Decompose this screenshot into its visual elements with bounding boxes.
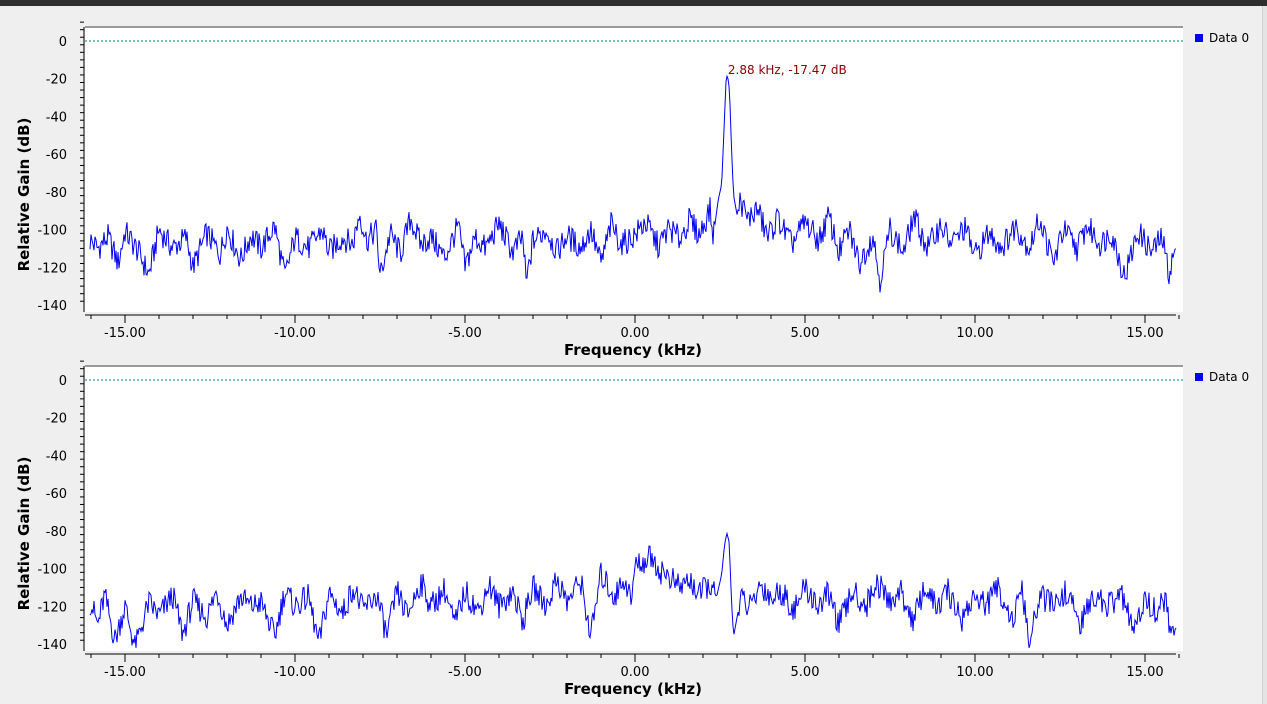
plot-area xyxy=(85,27,1183,312)
x-tick-label: 15.00 xyxy=(1126,665,1163,680)
y-tick-label: -120 xyxy=(37,600,67,615)
x-axis-title: Frequency (kHz) xyxy=(564,680,702,698)
y-tick-label: -40 xyxy=(46,110,67,125)
x-tick-label: -5.00 xyxy=(448,665,482,680)
legend: Data 0 xyxy=(1195,370,1249,384)
legend: Data 0 xyxy=(1195,31,1249,45)
y-tick-label: -140 xyxy=(37,299,67,314)
window-top-bar xyxy=(0,0,1267,6)
x-tick-label: -10.00 xyxy=(274,326,316,341)
y-tick-label: -100 xyxy=(37,563,67,578)
x-tick-label: -15.00 xyxy=(104,326,146,341)
series-trace-data-0 xyxy=(89,531,1177,648)
plot-area xyxy=(85,366,1183,651)
chart-1: 0 -20 -40 -60 -80 -100 -120 -140 -15.00 -10.00 -5.… xyxy=(15,21,1249,359)
legend-label: Data 0 xyxy=(1209,31,1249,45)
x-tick-label: -5.00 xyxy=(448,326,482,341)
x-tick-label: -10.00 xyxy=(274,665,316,680)
y-tick-label: -20 xyxy=(46,73,67,88)
y-tick-label: -40 xyxy=(46,449,67,464)
peak-marker-label: 2.88 kHz, -17.47 dB xyxy=(728,63,847,77)
y-axis-title: Relative Gain (dB) xyxy=(15,457,33,611)
x-tick-label: 10.00 xyxy=(956,665,993,680)
y-axis-title: Relative Gain (dB) xyxy=(15,118,33,272)
chart-2: 0 -20 -40 -60 -80 -100 -120 -140 -15.00 -10.00 -5.… xyxy=(15,360,1249,698)
x-tick-label: 15.00 xyxy=(1126,326,1163,341)
window-right-edge xyxy=(1262,6,1267,704)
y-tick-label: -100 xyxy=(37,224,67,239)
x-tick-label: -15.00 xyxy=(104,665,146,680)
series-trace-data-0 xyxy=(89,74,1177,293)
x-axis-title: Frequency (kHz) xyxy=(564,341,702,359)
x-tick-label: 10.00 xyxy=(956,326,993,341)
y-tick-label: -60 xyxy=(46,487,67,502)
legend-label: Data 0 xyxy=(1209,370,1249,384)
y-tick-label: -80 xyxy=(46,525,67,540)
y-tick-label: -60 xyxy=(46,148,67,163)
x-tick-label: 0.00 xyxy=(621,665,650,680)
x-tick-label: 0.00 xyxy=(621,326,650,341)
y-tick-label: -80 xyxy=(46,186,67,201)
legend-swatch xyxy=(1195,34,1203,42)
y-tick-label: -20 xyxy=(46,412,67,427)
y-tick-label: 0 xyxy=(59,374,67,389)
x-tick-label: 5.00 xyxy=(791,326,820,341)
y-tick-label: -140 xyxy=(37,638,67,653)
y-tick-label: -120 xyxy=(37,261,67,276)
legend-swatch xyxy=(1195,373,1203,381)
x-tick-label: 5.00 xyxy=(791,665,820,680)
y-tick-label: 0 xyxy=(59,35,67,50)
